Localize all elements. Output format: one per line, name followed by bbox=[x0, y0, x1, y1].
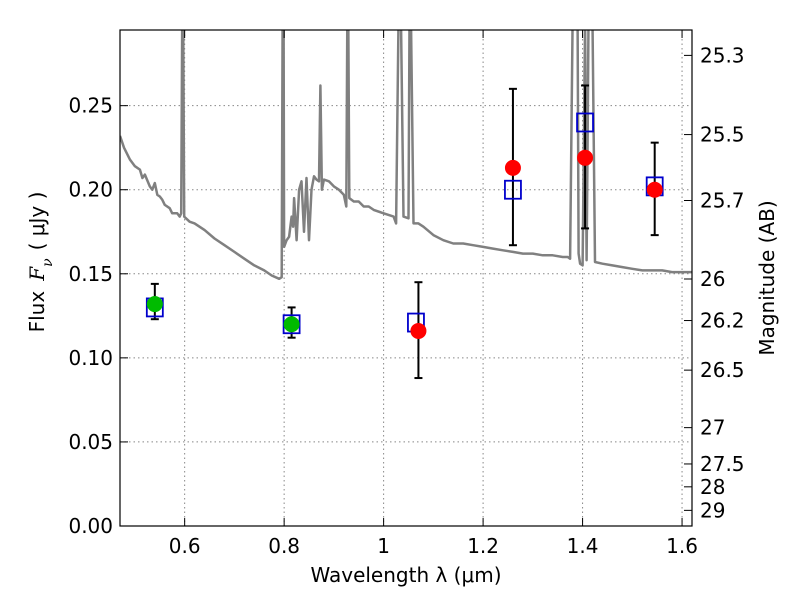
y-tick-labels: 0.00 0.05 0.10 0.15 0.20 0.25 bbox=[68, 94, 113, 538]
plot-area bbox=[120, 30, 692, 526]
x-tick-label: 1.4 bbox=[567, 534, 599, 558]
y-axis-title-units: ( μJy ) bbox=[25, 192, 49, 251]
y-tick-label: 0.15 bbox=[68, 262, 113, 286]
x-tick-label: 0.8 bbox=[268, 534, 300, 558]
y-axis-title-subscript: ν bbox=[40, 258, 56, 267]
magnitude-tick-label: 25.3 bbox=[700, 43, 745, 67]
magnitude-tick-label: 27 bbox=[700, 416, 725, 440]
magnitude-tick-label: 25.7 bbox=[700, 188, 745, 212]
grid bbox=[120, 30, 692, 526]
observed-red-marker bbox=[646, 181, 663, 198]
magnitude-tick-label: 25.5 bbox=[700, 123, 745, 147]
observed-red-marker bbox=[577, 149, 594, 166]
magnitude-tick-label: 26.2 bbox=[700, 309, 745, 333]
y-tick-label: 0.25 bbox=[68, 94, 113, 118]
magnitude-tick-label: 29 bbox=[700, 498, 725, 522]
x-tick-label: 1 bbox=[377, 534, 390, 558]
magnitude-tick-label: 27.5 bbox=[700, 452, 745, 476]
y-tick-label: 0.00 bbox=[68, 514, 113, 538]
observed-green-marker bbox=[283, 316, 300, 333]
y-axis-title-prefix: Flux bbox=[25, 291, 49, 333]
model-spectrum-line bbox=[120, 30, 692, 281]
plot-frame bbox=[119, 29, 693, 527]
magnitude-tick-label: 26.5 bbox=[700, 358, 745, 382]
observed-red-marker bbox=[410, 322, 427, 339]
y-axis-title-symbol: F bbox=[25, 266, 49, 282]
y2-axis-title: Magnitude (AB) bbox=[755, 200, 779, 355]
model-square-marker bbox=[576, 112, 594, 133]
observed-green-marker bbox=[146, 296, 163, 313]
y-tick-label: 0.20 bbox=[68, 178, 113, 202]
observed-photometry-markers bbox=[146, 149, 663, 339]
y-axis-title: Flux Fν ( μJy ) bbox=[25, 192, 56, 333]
x-axis-title: Wavelength λ (μm) bbox=[310, 563, 501, 587]
magnitude-tick-label: 26 bbox=[700, 267, 725, 291]
x-tick-labels: 0.6 0.8 1 1.2 1.4 1.6 bbox=[169, 534, 698, 558]
x-tick-label: 0.6 bbox=[169, 534, 201, 558]
y-tick-label: 0.10 bbox=[68, 346, 113, 370]
y-tick-label: 0.05 bbox=[68, 430, 113, 454]
x-tick-label: 1.6 bbox=[666, 534, 698, 558]
model-square-marker bbox=[504, 179, 522, 200]
observed-red-marker bbox=[504, 159, 521, 176]
x-tick-label: 1.2 bbox=[467, 534, 499, 558]
axis-ticks bbox=[120, 30, 692, 527]
magnitude-tick-label: 28 bbox=[700, 475, 725, 499]
